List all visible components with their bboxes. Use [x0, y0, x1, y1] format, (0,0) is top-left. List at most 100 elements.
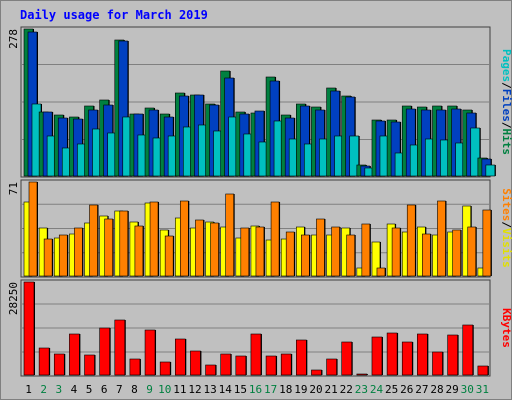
bar-sites: [437, 200, 446, 277]
bar-sites: [58, 234, 68, 277]
panel-kbytes: 28250 KBytes: [7, 279, 512, 377]
bar-sites: [225, 193, 234, 277]
bar-kbytes: [38, 347, 50, 376]
chart-title: Daily usage for March 2019: [20, 8, 208, 22]
bar-sites: [422, 233, 431, 277]
bar-kbytes: [341, 341, 353, 376]
x-tick-label: 28: [430, 383, 443, 396]
x-tick-label: 16: [249, 383, 262, 396]
bar-sites: [210, 222, 219, 277]
legend-part: Pages: [500, 49, 512, 82]
bar-sites: [119, 210, 129, 277]
bar-sites: [331, 226, 340, 277]
x-tick-label: 8: [131, 383, 138, 396]
bar-kbytes: [144, 329, 156, 376]
x-tick-label: 22: [340, 383, 353, 396]
x-tick-label: 6: [101, 383, 108, 396]
bar-sites: [179, 200, 189, 277]
bar-sites: [74, 227, 83, 277]
x-tick-label: 12: [188, 383, 201, 396]
bar-kbytes: [129, 358, 141, 376]
bar-sites: [149, 201, 159, 277]
bar-kbytes: [114, 319, 126, 376]
x-tick-label: 31: [476, 383, 489, 396]
bar-sites: [406, 204, 416, 277]
panel-visits-sites: 71 Sites/Visits: [7, 179, 512, 278]
bar-kbytes: [205, 364, 216, 376]
bar-pages: [470, 127, 481, 177]
y-max-label: 278: [7, 29, 20, 49]
bar-sites: [89, 204, 98, 277]
bar-sites: [43, 238, 53, 277]
bar-kbytes: [432, 351, 443, 376]
bar-sites: [346, 234, 356, 277]
bar-kbytes: [462, 324, 474, 376]
legend-part: Sites: [500, 188, 512, 221]
bar-kbytes: [69, 333, 80, 376]
bar-kbytes: [53, 353, 65, 376]
bar-kbytes: [250, 333, 262, 376]
bar-sites: [134, 225, 144, 277]
bar-kbytes: [84, 354, 95, 376]
x-tick-label: 29: [446, 383, 459, 396]
x-tick-label: 4: [71, 383, 78, 396]
bar-kbytes: [417, 333, 428, 376]
bar-sites: [255, 226, 265, 277]
y-max-label: 71: [7, 182, 20, 195]
bar-kbytes: [159, 361, 171, 376]
legend-part: Files: [500, 89, 512, 122]
bar-kbytes: [235, 355, 247, 376]
x-tick-label: 5: [86, 383, 93, 396]
bar-kbytes: [23, 281, 35, 376]
bar-kbytes: [99, 327, 110, 376]
bar-pages: [349, 135, 360, 177]
bar-kbytes: [477, 365, 489, 376]
x-tick-label: 30: [461, 383, 474, 396]
bar-kbytes: [296, 339, 307, 376]
bar-sites: [452, 229, 461, 277]
legend-part: KBytes: [500, 308, 512, 348]
bar-sites: [482, 209, 492, 277]
bar-sites: [301, 234, 310, 277]
x-tick-label: 13: [203, 383, 216, 396]
bar-sites: [467, 226, 477, 277]
bar-kbytes: [174, 338, 186, 376]
x-tick-label: 24: [370, 383, 384, 396]
bar-kbytes: [386, 332, 398, 376]
bar-kbytes: [447, 334, 458, 376]
bar-sites: [28, 181, 38, 277]
legend-part: Hits: [500, 129, 512, 156]
bar-kbytes: [311, 369, 322, 376]
bar-kbytes: [220, 353, 231, 376]
bar-sites: [270, 201, 280, 277]
legend-kbytes: KBytes: [500, 308, 512, 348]
bar-sites: [285, 231, 295, 277]
x-tick-label: 1: [25, 383, 32, 396]
x-axis-day-labels: 1 2 3 4 5 6 7 8 9 10 11 12 13 14 15 16 17 18 19 20 21 22 23 24 2…: [25, 383, 489, 396]
x-tick-label: 21: [325, 383, 338, 396]
x-tick-label: 2: [40, 383, 47, 396]
x-tick-label: 26: [400, 383, 413, 396]
y-max-label: 28250: [7, 282, 20, 315]
bar-pages: [485, 164, 496, 177]
bar-kbytes: [371, 336, 383, 376]
x-tick-label: 20: [309, 383, 322, 396]
legend-hits-files-pages: Pages/Files/Hits: [500, 49, 512, 155]
x-tick-label: 27: [415, 383, 428, 396]
bar-sites: [164, 235, 174, 277]
legend-part: /: [500, 122, 512, 129]
x-tick-label: 14: [219, 383, 233, 396]
x-tick-label: 25: [385, 383, 398, 396]
x-tick-label: 15: [234, 383, 247, 396]
x-tick-label: 18: [279, 383, 292, 396]
bar-sites: [391, 227, 401, 277]
x-tick-label: 7: [116, 383, 123, 396]
legend-part: /: [500, 82, 512, 89]
x-tick-label: 23: [355, 383, 368, 396]
bar-kbytes: [190, 350, 201, 376]
legend-part: Visits: [500, 228, 512, 268]
x-tick-label: 9: [146, 383, 153, 396]
legend-visits-sites: Sites/Visits: [500, 188, 512, 268]
